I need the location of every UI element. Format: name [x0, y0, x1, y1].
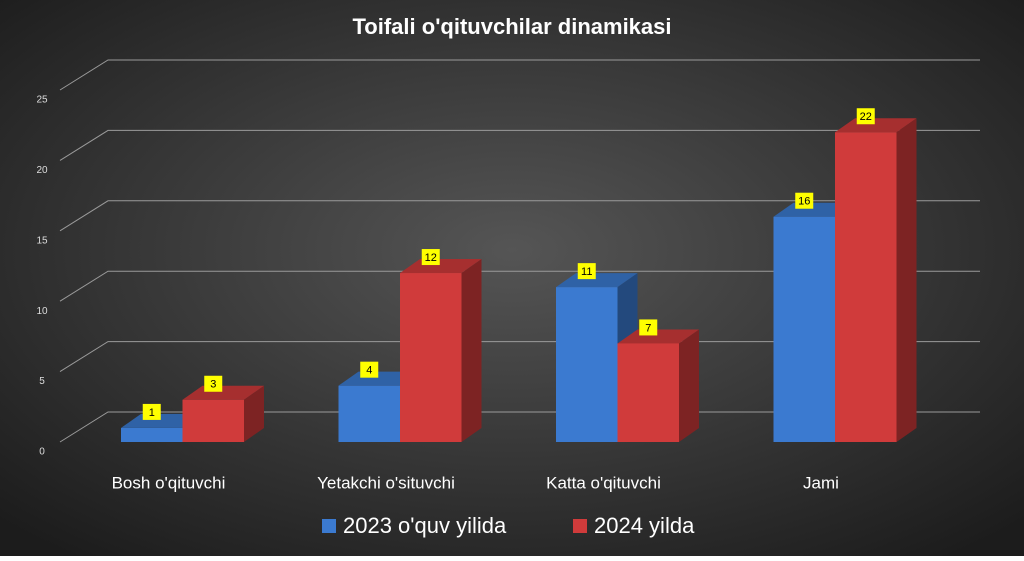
grid-line: [59, 59, 980, 91]
y-tick-label: 20: [36, 165, 48, 176]
y-tick-label: 0: [39, 447, 45, 458]
bar-top: [773, 202, 855, 217]
legend-swatch: [322, 519, 336, 533]
bar-front: [121, 427, 183, 442]
bar-side: [461, 259, 482, 442]
bar-top: [556, 273, 638, 288]
bar-front: [338, 385, 400, 442]
data-label-box: [360, 361, 379, 378]
bar-side: [896, 118, 917, 443]
data-label-box: [577, 263, 596, 280]
x-tick-label: Jami: [803, 473, 839, 492]
bar-front: [835, 132, 897, 443]
data-label: 3: [210, 379, 216, 391]
bar-front: [617, 343, 679, 442]
bar-side: [679, 329, 699, 442]
legend-label: 2023 o'quv yilida: [343, 513, 507, 538]
bar: [182, 385, 264, 442]
data-label-box: [142, 403, 161, 420]
data-label-box: [204, 375, 223, 392]
bar-front: [400, 273, 462, 442]
bar-top: [338, 371, 420, 386]
bar-front: [556, 287, 618, 442]
data-label: 11: [581, 266, 592, 278]
y-tick-label: 25: [36, 95, 48, 106]
data-label: 7: [645, 322, 651, 334]
bar-side: [244, 385, 264, 442]
bar: [400, 259, 482, 442]
bar: [617, 329, 699, 442]
bar-front: [773, 216, 835, 442]
chart-title: Toifali o'qituvchilar dinamikasi: [353, 14, 672, 39]
bar-top: [835, 118, 917, 133]
bar: [835, 118, 917, 443]
grid-line: [59, 270, 980, 302]
x-tick-label: Yetakchi o'situvchi: [317, 473, 455, 492]
bar-top: [617, 329, 699, 344]
bar-front: [182, 399, 244, 442]
y-tick-label: 15: [36, 235, 48, 246]
data-label: 12: [425, 252, 437, 264]
y-tick-label: 5: [39, 376, 45, 387]
data-label: 1: [149, 407, 155, 419]
legend-swatch: [573, 519, 587, 533]
x-tick-label: Bosh o'qituvchi: [112, 473, 226, 492]
data-label: 4: [366, 365, 372, 377]
y-tick-label: 10: [36, 306, 48, 317]
legend-label: 2024 yilda: [594, 513, 695, 538]
data-label-box: [795, 192, 814, 209]
grid-line: [59, 129, 980, 161]
data-label-box: [856, 108, 875, 125]
data-label: 22: [860, 111, 872, 123]
bar-top: [182, 385, 264, 400]
bar-top: [121, 413, 203, 428]
data-label-box: [421, 249, 440, 266]
data-label-box: [639, 319, 658, 336]
x-tick-label: Katta o'qituvchi: [546, 473, 661, 492]
grid-line: [59, 200, 980, 232]
bar-top: [400, 259, 482, 274]
data-label: 16: [798, 196, 810, 208]
